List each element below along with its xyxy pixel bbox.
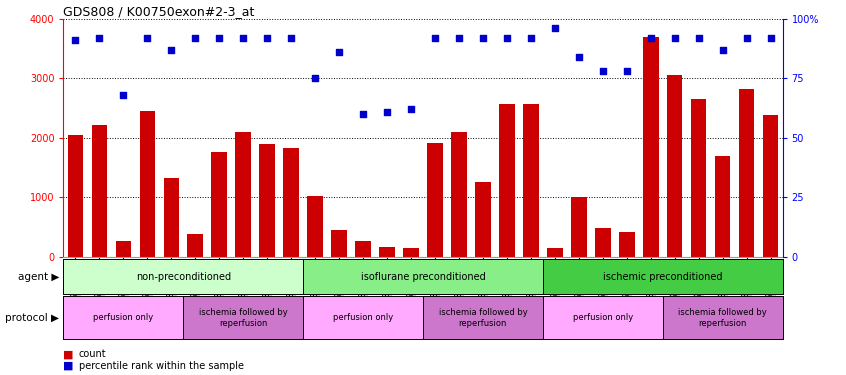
Point	[189, 35, 202, 41]
Text: ischemia followed by
reperfusion: ischemia followed by reperfusion	[678, 308, 767, 327]
Point	[212, 35, 226, 41]
Point	[92, 35, 106, 41]
Point	[140, 35, 154, 41]
Point	[476, 35, 490, 41]
Point	[284, 35, 298, 41]
Bar	[662, 296, 783, 339]
Bar	[423, 296, 543, 339]
Bar	[140, 111, 155, 257]
Point	[739, 35, 753, 41]
Point	[500, 35, 514, 41]
Bar	[523, 105, 539, 257]
Point	[404, 106, 418, 112]
Bar	[451, 132, 467, 257]
Point	[620, 68, 634, 74]
Text: ■: ■	[63, 350, 74, 359]
Bar	[691, 99, 706, 257]
Bar	[63, 296, 184, 339]
Bar	[63, 259, 303, 294]
Point	[572, 54, 585, 60]
Point	[261, 35, 274, 41]
Point	[380, 109, 393, 115]
Bar	[163, 178, 179, 257]
Bar	[303, 259, 543, 294]
Bar	[643, 37, 658, 257]
Bar	[212, 152, 227, 257]
Text: perfusion only: perfusion only	[93, 314, 153, 322]
Text: perfusion only: perfusion only	[333, 314, 393, 322]
Point	[356, 111, 370, 117]
Bar	[303, 296, 423, 339]
Text: ischemic preconditioned: ischemic preconditioned	[603, 272, 722, 282]
Point	[117, 92, 130, 98]
Bar	[283, 148, 299, 257]
Bar	[379, 247, 395, 257]
Bar	[355, 241, 371, 257]
Bar	[260, 144, 275, 257]
Bar	[475, 183, 491, 257]
Bar	[91, 125, 107, 257]
Bar	[619, 232, 634, 257]
Point	[692, 35, 706, 41]
Text: ■: ■	[63, 361, 74, 370]
Bar	[184, 296, 303, 339]
Bar	[307, 196, 323, 257]
Point	[764, 35, 777, 41]
Bar	[499, 104, 514, 257]
Point	[667, 35, 681, 41]
Bar	[235, 132, 251, 257]
Text: ischemia followed by
reperfusion: ischemia followed by reperfusion	[199, 308, 288, 327]
Text: count: count	[79, 350, 107, 359]
Bar	[332, 230, 347, 257]
Text: ischemia followed by
reperfusion: ischemia followed by reperfusion	[438, 308, 527, 327]
Bar	[763, 115, 778, 257]
Point	[452, 35, 465, 41]
Bar	[427, 142, 442, 257]
Text: percentile rank within the sample: percentile rank within the sample	[79, 361, 244, 370]
Bar	[188, 234, 203, 257]
Text: isoflurane preconditioned: isoflurane preconditioned	[360, 272, 486, 282]
Bar	[571, 197, 586, 257]
Point	[308, 75, 321, 81]
Point	[716, 47, 729, 53]
Bar	[667, 75, 683, 257]
Point	[644, 35, 657, 41]
Bar	[547, 248, 563, 257]
Text: perfusion only: perfusion only	[573, 314, 633, 322]
Bar	[595, 228, 611, 257]
Bar	[543, 259, 783, 294]
Point	[164, 47, 178, 53]
Point	[332, 49, 346, 55]
Text: GDS808 / K00750exon#2-3_at: GDS808 / K00750exon#2-3_at	[63, 4, 255, 18]
Text: agent ▶: agent ▶	[18, 272, 59, 282]
Bar	[715, 156, 730, 257]
Point	[524, 35, 537, 41]
Bar	[116, 241, 131, 257]
Bar	[739, 89, 755, 257]
Point	[236, 35, 250, 41]
Point	[428, 35, 442, 41]
Text: protocol ▶: protocol ▶	[5, 313, 59, 323]
Text: non-preconditioned: non-preconditioned	[135, 272, 231, 282]
Point	[596, 68, 609, 74]
Bar	[68, 135, 83, 257]
Point	[548, 25, 562, 31]
Bar	[404, 248, 419, 257]
Point	[69, 37, 82, 43]
Bar	[543, 296, 662, 339]
